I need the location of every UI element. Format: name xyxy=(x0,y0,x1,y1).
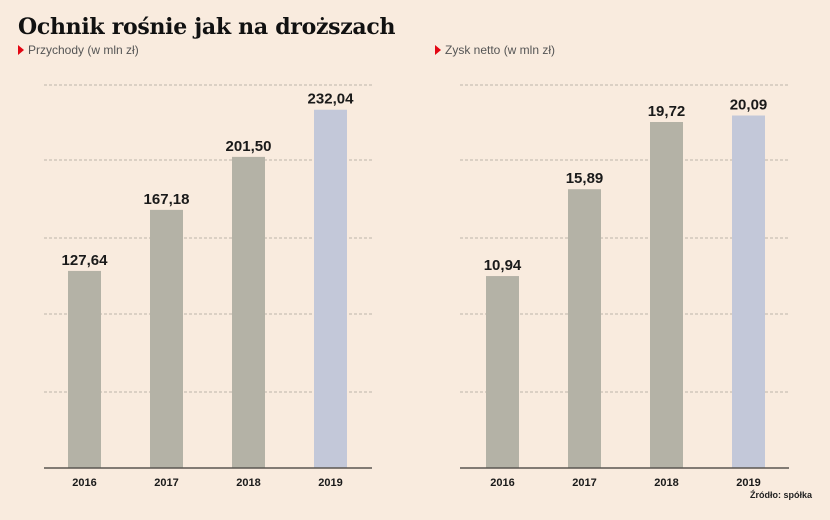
profit-category-label-2019: 2019 xyxy=(736,477,760,489)
profit-category-label-2018: 2018 xyxy=(654,477,678,489)
red-triangle-icon xyxy=(18,45,24,55)
revenue-category-label-2016: 2016 xyxy=(72,477,96,489)
profit-bar-2016 xyxy=(486,276,519,468)
revenue-subtitle-text: Przychody (w mln zł) xyxy=(28,43,139,57)
revenue-bar-2017 xyxy=(150,209,183,468)
revenue-value-label-2016: 127,64 xyxy=(62,252,109,269)
revenue-value-label-2019: 232,04 xyxy=(308,91,355,108)
revenue-value-label-2017: 167,18 xyxy=(144,191,190,208)
chart-title: Ochnik rośnie jak na droższach xyxy=(18,14,396,40)
revenue-chart-subtitle: Przychody (w mln zł) xyxy=(18,43,139,57)
profit-subtitle-text: Zysk netto (w mln zł) xyxy=(445,43,556,57)
revenue-category-label-2017: 2017 xyxy=(154,477,178,489)
source-note: Źródło: spółka xyxy=(749,490,812,500)
profit-bar-2018 xyxy=(650,122,683,469)
revenue-bar-2018 xyxy=(232,156,265,468)
profit-category-label-2016: 2016 xyxy=(490,477,514,489)
profit-bar-2019 xyxy=(732,115,765,469)
profit-chart-subtitle: Zysk netto (w mln zł) xyxy=(435,43,555,57)
profit-category-label-2017: 2017 xyxy=(572,477,596,489)
profit-value-label-2016: 10,94 xyxy=(484,257,522,274)
profit-value-label-2017: 15,89 xyxy=(566,170,604,187)
profit-bar-2017 xyxy=(568,189,601,468)
revenue-bar-2016 xyxy=(68,270,101,468)
revenue-value-label-2018: 201,50 xyxy=(226,138,272,155)
revenue-category-label-2019: 2019 xyxy=(318,477,342,489)
profit-value-label-2018: 19,72 xyxy=(648,103,686,120)
revenue-bar-2019 xyxy=(314,109,347,469)
profit-value-label-2019: 20,09 xyxy=(730,97,768,114)
revenue-category-label-2018: 2018 xyxy=(236,477,260,489)
red-triangle-icon xyxy=(435,45,441,55)
